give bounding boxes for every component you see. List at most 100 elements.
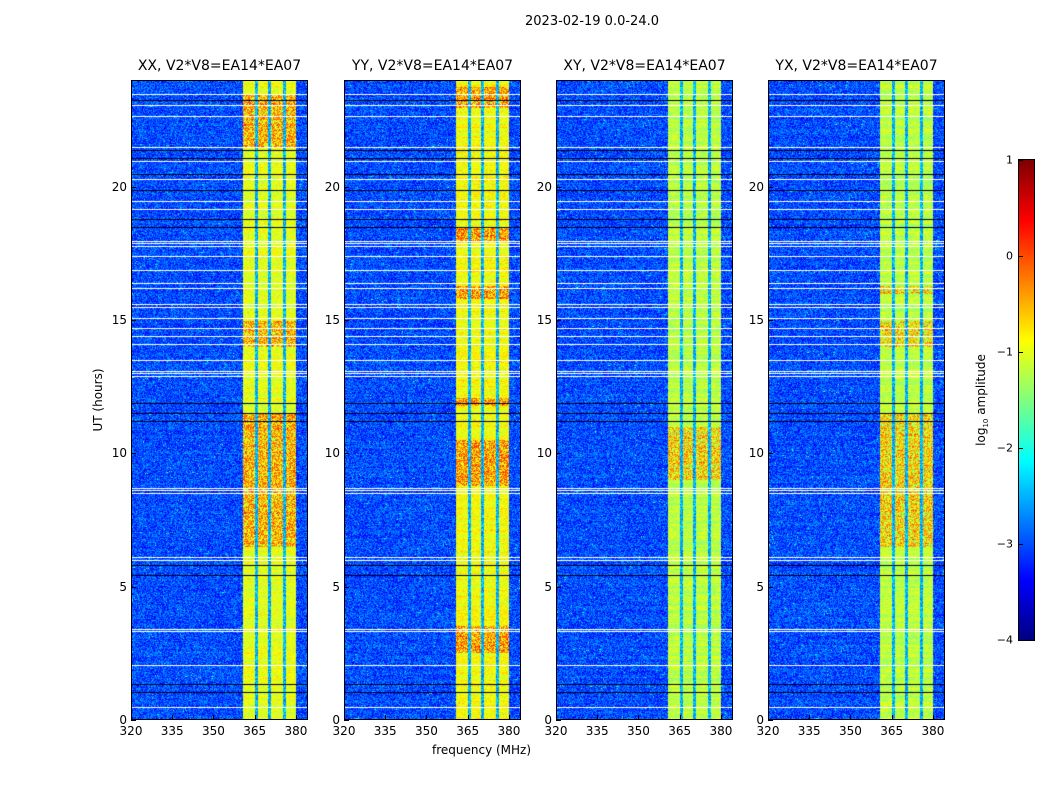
x-tick-mark [809, 715, 811, 720]
x-tick-label: 350 [202, 724, 225, 738]
y-tick-label: 5 [544, 579, 552, 594]
y-axis-label: UT (hours) [91, 368, 105, 432]
y-tick-label: 0 [332, 713, 340, 727]
x-tick-label: 320 [544, 724, 568, 738]
y-tick-label: 5 [332, 579, 340, 594]
y-tick-mark [131, 320, 136, 321]
panel-title: XY, V2*V8=EA14*EA07 [563, 58, 726, 74]
x-tick-mark [213, 715, 215, 720]
x-tick-mark [254, 715, 256, 720]
x-tick-label: 365 [880, 724, 904, 738]
x-tick-mark [344, 715, 345, 720]
colorbar-tick-label: −1 [996, 345, 1013, 359]
y-tick-mark [344, 320, 349, 321]
y-tick-label: 10 [324, 446, 340, 461]
y-tick-mark [131, 186, 136, 188]
panel-title: YY, V2*V8=EA14*EA07 [351, 58, 514, 74]
colorbar-tick-mark [1019, 544, 1023, 545]
colorbar-label: log10 amplitude [974, 354, 990, 446]
panel-title: XX, V2*V8=EA14*EA07 [137, 58, 302, 74]
colorbar-tick-mark [1019, 160, 1023, 161]
y-tick-label: 0 [544, 713, 552, 727]
colorbar-tick-mark [1019, 448, 1023, 449]
colorbar-tick-label: −2 [996, 441, 1013, 455]
x-tick-mark [891, 715, 893, 720]
y-tick-mark [556, 320, 561, 321]
y-tick-label: 5 [119, 579, 127, 594]
y-tick-label: 0 [756, 713, 764, 727]
x-tick-mark [426, 715, 428, 720]
x-tick-label: 365 [668, 724, 692, 738]
y-tick-mark [344, 586, 349, 588]
y-tick-label: 20 [748, 179, 764, 194]
y-tick-label: 15 [111, 313, 127, 327]
x-tick-label: 320 [332, 724, 356, 738]
heatmap-panel [344, 80, 521, 720]
y-tick-mark [768, 453, 773, 455]
x-tick-mark [131, 715, 132, 720]
x-tick-label: 335 [160, 724, 184, 738]
colorbar-label-tail: amplitude [973, 354, 988, 419]
x-tick-mark [679, 715, 681, 720]
colorbar-tick-label: −3 [996, 537, 1013, 551]
y-tick-label: 15 [536, 313, 552, 327]
y-tick-label: 10 [748, 446, 764, 461]
y-tick-label: 10 [536, 446, 552, 461]
colorbar-tick-label: −4 [996, 633, 1013, 647]
x-tick-mark [768, 715, 769, 720]
y-tick-mark [768, 586, 773, 588]
x-tick-mark [508, 715, 510, 720]
x-tick-mark [385, 715, 387, 720]
x-tick-mark [850, 715, 852, 720]
y-tick-label: 5 [756, 579, 764, 594]
x-tick-label: 350 [627, 724, 650, 738]
y-tick-label: 15 [748, 313, 764, 327]
x-tick-mark [295, 715, 297, 720]
x-tick-mark [597, 715, 599, 720]
y-tick-mark [556, 586, 561, 588]
x-tick-label: 380 [284, 724, 308, 738]
x-tick-label: 320 [119, 724, 143, 738]
y-tick-mark [344, 186, 349, 188]
x-tick-label: 335 [373, 724, 397, 738]
heatmap-panel [768, 80, 945, 720]
heatmap-image [557, 81, 732, 719]
x-axis-label: frequency (MHz) [432, 743, 532, 757]
x-tick-mark [172, 715, 174, 720]
y-tick-mark [556, 720, 561, 721]
colorbar [1018, 159, 1035, 641]
colorbar-gradient [1019, 160, 1034, 640]
x-tick-label: 380 [921, 724, 945, 738]
x-tick-label: 380 [497, 724, 521, 738]
y-tick-mark [768, 320, 773, 321]
heatmap-image [132, 81, 307, 719]
y-tick-label: 20 [324, 179, 340, 194]
x-tick-label: 350 [415, 724, 438, 738]
x-tick-label: 335 [797, 724, 821, 738]
y-tick-label: 15 [324, 313, 340, 327]
x-tick-mark [720, 715, 722, 720]
suptitle: 2023-02-19 0.0-24.0 [525, 14, 659, 29]
y-tick-label: 20 [111, 179, 127, 194]
colorbar-tick-label: 0 [1006, 249, 1013, 263]
x-tick-label: 350 [839, 724, 862, 738]
x-tick-label: 380 [709, 724, 733, 738]
heatmap-panel [131, 80, 308, 720]
colorbar-tick-mark [1019, 256, 1023, 257]
colorbar-tick-label: 1 [1006, 153, 1013, 167]
x-tick-mark [932, 715, 934, 720]
y-tick-label: 0 [119, 713, 127, 727]
colorbar-tick-mark [1019, 352, 1023, 353]
y-tick-mark [344, 720, 349, 721]
y-tick-mark [768, 720, 773, 721]
y-tick-mark [131, 453, 136, 455]
y-tick-mark [768, 186, 773, 188]
y-tick-label: 10 [111, 446, 127, 461]
y-tick-mark [344, 453, 349, 455]
y-tick-mark [131, 720, 136, 721]
x-tick-mark [638, 715, 640, 720]
x-tick-mark [556, 715, 557, 720]
x-tick-label: 365 [243, 724, 267, 738]
x-tick-mark [467, 715, 469, 720]
y-tick-mark [556, 453, 561, 455]
